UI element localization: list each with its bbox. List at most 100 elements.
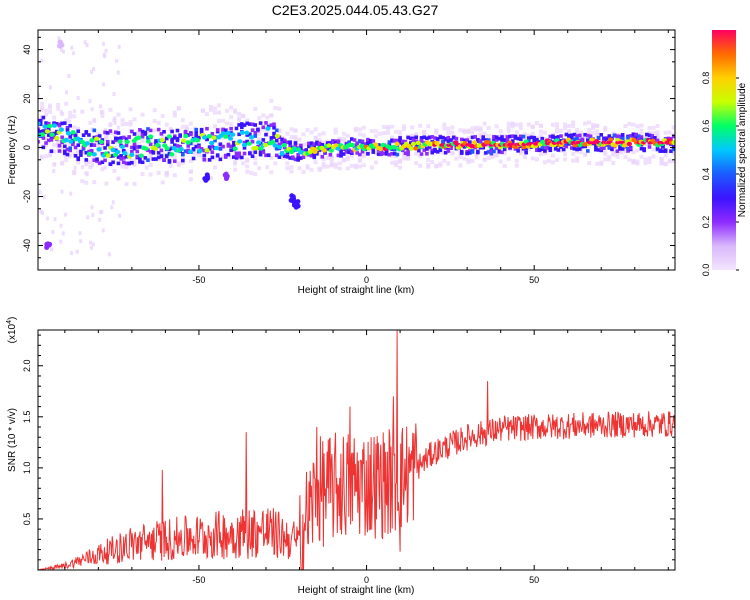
heatmap-cell	[191, 156, 196, 161]
svg-text:(x104): (x104)	[6, 317, 18, 344]
heatmap-cell	[459, 137, 464, 142]
heatmap-cell	[587, 120, 592, 125]
heatmap-cell	[639, 128, 644, 133]
heatmap-cell	[636, 134, 641, 138]
heatmap-cell	[329, 155, 334, 160]
heatmap-cell	[72, 114, 77, 119]
heatmap-cell	[116, 161, 121, 166]
heatmap-cell	[115, 149, 121, 155]
snr-border	[37, 329, 676, 571]
heatmap-cell	[156, 155, 161, 160]
heatmap-cell	[40, 101, 45, 106]
heatmap-cell	[136, 142, 141, 147]
heatmap-cell	[164, 171, 169, 176]
heatmap-cell	[513, 134, 518, 139]
heatmap-cell	[466, 129, 471, 134]
heatmap-cell	[116, 125, 120, 130]
heatmap-cell	[221, 118, 226, 123]
heatmap-cell	[459, 149, 464, 154]
heatmap-cell	[422, 135, 427, 140]
heatmap-cell	[339, 154, 343, 158]
heatmap-cell	[315, 151, 319, 156]
heatmap-cell	[506, 125, 511, 130]
heatmap-cell	[369, 165, 374, 170]
heatmap-cell	[572, 137, 577, 141]
heatmap-cell	[244, 130, 250, 136]
heatmap-cell	[115, 58, 119, 63]
heatmap-cell	[293, 141, 298, 145]
heatmap-cell	[197, 144, 201, 149]
heatmap-cell	[51, 230, 55, 235]
heatmap-cell	[663, 153, 668, 158]
heatmap-cell	[92, 158, 97, 162]
heatmap-cell	[65, 147, 70, 152]
heatmap-cell	[245, 118, 250, 123]
heatmap-cell	[321, 157, 326, 162]
heatmap-cell	[317, 141, 322, 146]
heatmap-cell	[506, 121, 511, 126]
heatmap-cell	[626, 141, 633, 147]
heatmap-cell	[88, 165, 93, 170]
y-tick-label: -20	[22, 190, 32, 203]
heatmap-cell	[426, 164, 431, 169]
heatmap-cell	[261, 113, 266, 118]
heatmap-cell	[265, 126, 271, 131]
heatmap-cell	[103, 130, 107, 135]
heatmap-cell	[580, 144, 585, 149]
heatmap-cell	[221, 144, 225, 149]
heatmap-cell	[304, 148, 309, 152]
heatmap-cell	[390, 151, 394, 156]
heatmap-cell	[59, 110, 63, 115]
heatmap-cell	[57, 36, 61, 41]
heatmap-cell	[607, 155, 612, 160]
heatmap-cell	[176, 161, 181, 166]
heatmap-cell	[572, 146, 577, 151]
heatmap-cell	[274, 153, 279, 158]
heatmap-cell	[647, 160, 652, 165]
heatmap-cell	[104, 181, 109, 186]
heatmap-cell	[148, 156, 153, 161]
heatmap-cell	[376, 152, 381, 156]
heatmap-cell	[155, 142, 161, 148]
heatmap-cell	[636, 138, 641, 142]
heatmap-cell	[559, 128, 564, 133]
y-tick-label: 20	[22, 94, 32, 104]
heatmap-cell	[80, 165, 84, 170]
heatmap-cell	[280, 137, 284, 142]
heatmap-cell	[96, 143, 101, 148]
heatmap-cell	[651, 154, 656, 159]
heatmap-cell	[603, 127, 608, 132]
heatmap-cell	[408, 146, 414, 151]
heatmap-cell	[100, 109, 104, 114]
heatmap-cell	[430, 159, 435, 164]
heatmap-cell	[550, 160, 555, 165]
heatmap-cell	[403, 151, 408, 156]
heatmap-cell	[538, 129, 543, 134]
heatmap-cell	[245, 139, 250, 144]
snr-yscale-exp: 4	[6, 320, 13, 324]
heatmap-cell	[240, 125, 244, 130]
heatmap-cell	[138, 145, 142, 149]
heatmap-cell	[481, 145, 486, 150]
heatmap-cell	[172, 113, 177, 118]
heatmap-cell	[124, 154, 129, 159]
heatmap-cell	[371, 150, 376, 154]
heatmap-cell	[639, 135, 644, 139]
heatmap-cell	[54, 135, 60, 141]
heatmap-cell	[561, 147, 566, 152]
heatmap-blob	[205, 176, 211, 182]
heatmap-cell	[52, 143, 57, 148]
heatmap-cell	[41, 136, 46, 140]
heatmap-cell	[595, 161, 600, 166]
heatmap-cell	[500, 135, 504, 139]
heatmap-cell	[522, 132, 527, 137]
heatmap-cell	[273, 106, 278, 111]
heatmap-cell	[136, 131, 141, 136]
heatmap-cell	[40, 154, 44, 159]
heatmap-cell	[438, 135, 443, 140]
heatmap-cell	[671, 125, 675, 130]
heatmap-cell	[63, 137, 69, 143]
heatmap-cell	[450, 130, 455, 135]
heatmap-cell	[494, 146, 499, 150]
heatmap-cell	[117, 44, 121, 49]
